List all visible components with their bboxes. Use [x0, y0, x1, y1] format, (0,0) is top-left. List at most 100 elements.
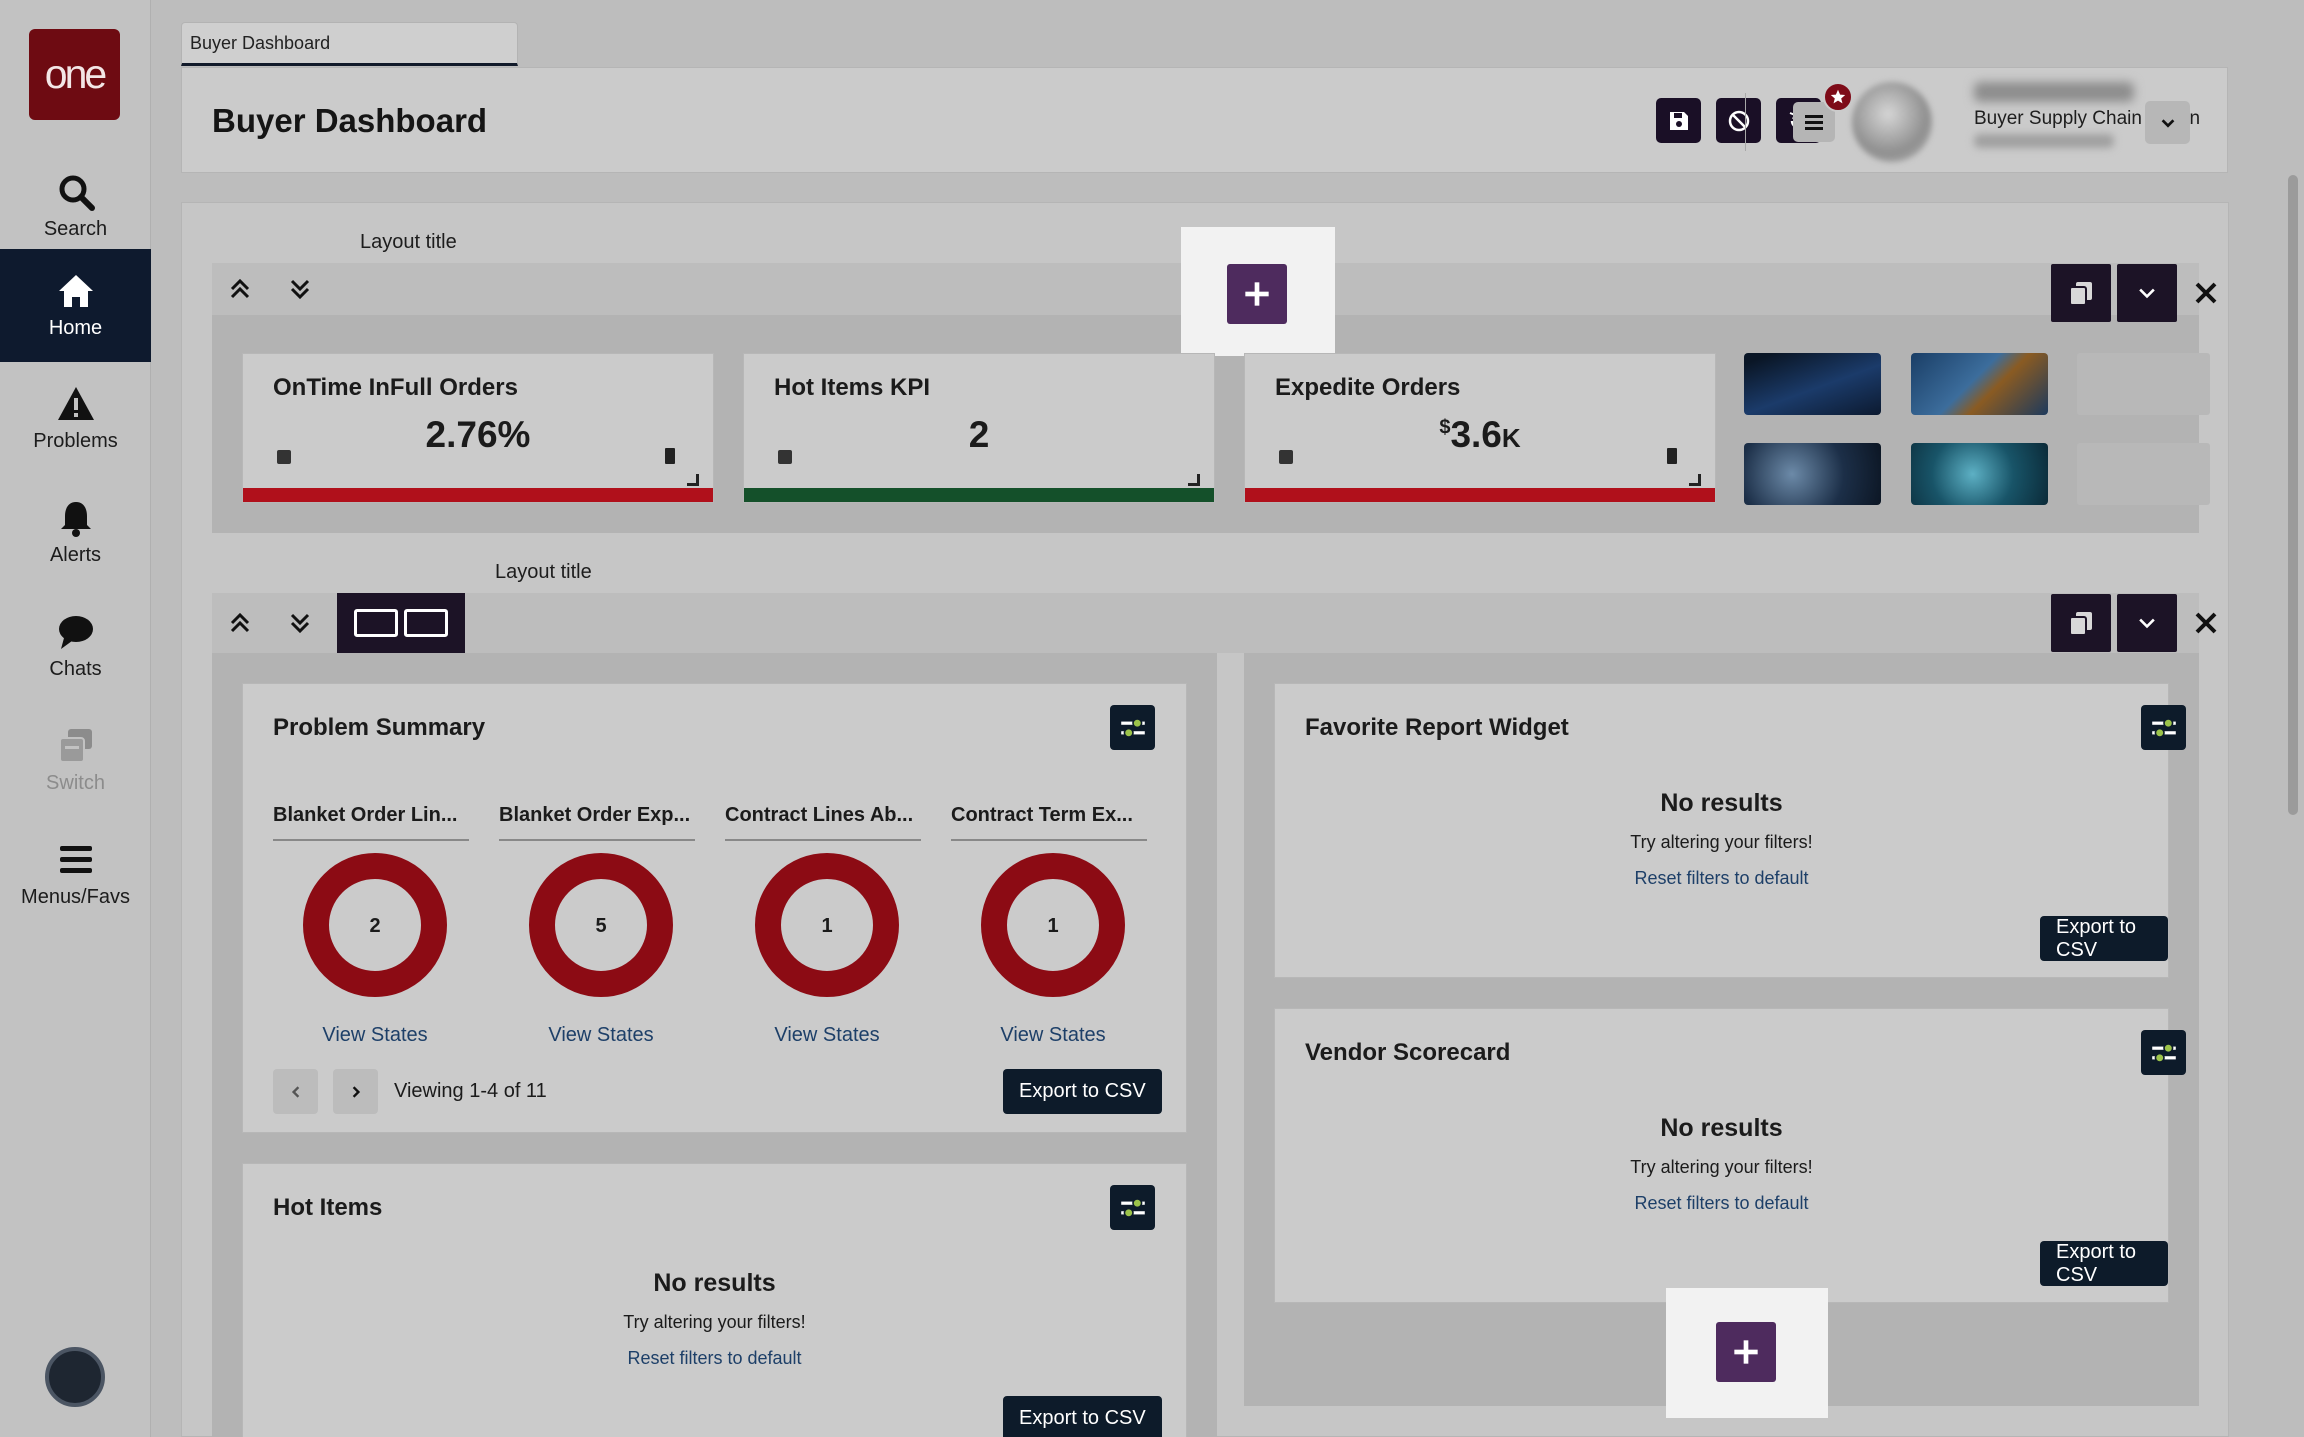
thumbnail-empty[interactable] — [2077, 353, 2210, 415]
kpi-title: Hot Items KPI — [774, 374, 931, 401]
reset-filters-link[interactable]: Reset filters to default — [1634, 868, 1809, 888]
assistant-avatar[interactable] — [45, 1347, 105, 1407]
user-avatar[interactable] — [1852, 82, 1932, 162]
thumbnail-globe-network[interactable] — [1744, 353, 1881, 415]
user-menu-toggle[interactable] — [2145, 101, 2190, 144]
kpi-value-prefix: $ — [1439, 416, 1451, 439]
cancel-button[interactable] — [1716, 98, 1761, 143]
sidebar-item-home[interactable]: Home — [0, 249, 151, 362]
chevron-right-icon — [352, 1085, 360, 1098]
problem-donut-chart[interactable]: 5 — [528, 852, 674, 998]
dashboard-content: Layout title OnTime InFull Orders 2.76% — [181, 202, 2229, 1437]
no-results-title: No results — [1660, 789, 1783, 817]
thumbnail-empty[interactable] — [2077, 443, 2210, 505]
add-widget-button[interactable] — [1716, 1322, 1776, 1382]
donut-count: 1 — [1047, 915, 1058, 937]
export-csv-button[interactable]: Export to CSV — [2040, 916, 2168, 961]
problem-column-header[interactable]: Blanket Order Exp... — [499, 804, 695, 841]
move-down-icon[interactable] — [286, 275, 314, 303]
widget-settings-button[interactable] — [1110, 1185, 1155, 1230]
view-states-link[interactable]: View States — [322, 1024, 428, 1046]
calendar-icon — [1279, 450, 1293, 464]
plus-icon — [1734, 1340, 1758, 1364]
switch-icon — [58, 729, 92, 763]
thumbnail-tech-gears[interactable] — [1911, 353, 2048, 415]
kpi-title: Expedite Orders — [1275, 374, 1461, 401]
sidebar-item-problems[interactable]: Problems — [0, 362, 151, 475]
problem-column-header[interactable]: Contract Term Ex... — [951, 804, 1147, 841]
thumbnail-person-circle[interactable] — [1744, 443, 1881, 505]
view-states-link[interactable]: View States — [1000, 1024, 1106, 1046]
resize-handle-icon[interactable] — [1188, 474, 1200, 486]
chevron-down-icon — [2139, 288, 2155, 299]
reset-filters-link[interactable]: Reset filters to default — [627, 1348, 802, 1368]
sidebar-item-label: Problems — [33, 430, 118, 452]
resize-handle-icon[interactable] — [1689, 474, 1701, 486]
sidebar-item-menus-favs[interactable]: Menus/Favs — [0, 818, 151, 931]
donut-count: 5 — [595, 915, 606, 937]
reset-filters-link[interactable]: Reset filters to default — [1634, 1193, 1809, 1213]
kpi-card-ontime-infull[interactable]: OnTime InFull Orders 2.76% — [242, 353, 714, 503]
copy-layout-button[interactable] — [2051, 264, 2111, 322]
layout-options-button[interactable] — [2117, 594, 2177, 652]
copy-icon — [2069, 612, 2092, 636]
view-states-link[interactable]: View States — [548, 1024, 654, 1046]
kpi-value: 2 — [968, 414, 990, 455]
add-widget-button[interactable] — [1227, 264, 1287, 324]
resize-handle-icon[interactable] — [687, 474, 699, 486]
sliders-icon — [2151, 1042, 2176, 1063]
two-column-layout-toggle[interactable] — [337, 593, 465, 653]
thumbnail-digital-globe[interactable] — [1911, 443, 2048, 505]
widget-settings-button[interactable] — [2141, 705, 2186, 750]
problem-donut-chart[interactable]: 1 — [754, 852, 900, 998]
column-icon — [354, 609, 398, 637]
save-button[interactable] — [1656, 98, 1701, 143]
kpi-title: OnTime InFull Orders — [273, 374, 518, 401]
warning-icon — [57, 387, 94, 420]
layout-options-button[interactable] — [2117, 264, 2177, 322]
view-states-link[interactable]: View States — [774, 1024, 880, 1046]
app-logo[interactable]: one — [29, 29, 120, 120]
chevron-down-icon — [2161, 118, 2174, 128]
kpi-card-expedite-orders[interactable]: Expedite Orders $3.6K — [1244, 353, 1716, 503]
copy-layout-button[interactable] — [2051, 594, 2111, 652]
layout-title-label: Layout title — [360, 231, 457, 253]
export-csv-button[interactable]: Export to CSV — [1003, 1396, 1162, 1437]
page-title: Buyer Dashboard — [212, 102, 488, 139]
export-csv-button[interactable]: Export to CSV — [1003, 1069, 1162, 1114]
sidebar-item-alerts[interactable]: Alerts — [0, 476, 151, 589]
sidebar-item-chats[interactable]: Chats — [0, 590, 151, 703]
tab-buyer-dashboard[interactable]: Buyer Dashboard — [181, 22, 518, 66]
move-up-icon[interactable] — [226, 275, 254, 303]
problem-donut-chart[interactable]: 1 — [980, 852, 1126, 998]
home-icon — [58, 275, 93, 307]
page-scrollbar-thumb[interactable] — [2288, 175, 2298, 815]
no-results-hint: Try altering your filters! — [1630, 1157, 1813, 1177]
close-icon[interactable] — [2192, 609, 2220, 637]
sidebar-item-label: Home — [48, 317, 103, 339]
widget-settings-button[interactable] — [1110, 705, 1155, 750]
chevron-down-icon — [2139, 618, 2155, 629]
move-up-icon[interactable] — [226, 609, 254, 637]
pager-prev-button[interactable] — [273, 1069, 318, 1114]
problem-column-header[interactable]: Contract Lines Ab... — [725, 804, 921, 841]
problem-column-header[interactable]: Blanket Order Lin... — [273, 804, 469, 841]
document-icon[interactable] — [1667, 448, 1677, 464]
sidebar-item-label: Switch — [46, 772, 105, 794]
kpi-card-hot-items[interactable]: Hot Items KPI 2 — [743, 353, 1215, 503]
donut-count: 1 — [821, 915, 832, 937]
kpi-status-bar — [243, 488, 713, 502]
close-icon[interactable] — [2192, 279, 2220, 307]
header-divider — [1745, 93, 1746, 151]
sidebar-item-switch[interactable]: Switch — [0, 704, 151, 817]
widget-settings-button[interactable] — [2141, 1030, 2186, 1075]
problem-donut-chart[interactable]: 2 — [302, 852, 448, 998]
layout-title-label: Layout title — [495, 561, 592, 583]
move-down-icon[interactable] — [286, 609, 314, 637]
document-icon[interactable] — [665, 448, 675, 464]
pager-next-button[interactable] — [333, 1069, 378, 1114]
sidebar-item-search[interactable]: Search — [0, 150, 151, 263]
user-name-redacted — [1974, 82, 2134, 102]
export-csv-button[interactable]: Export to CSV — [2040, 1241, 2168, 1286]
chat-icon — [58, 616, 93, 649]
